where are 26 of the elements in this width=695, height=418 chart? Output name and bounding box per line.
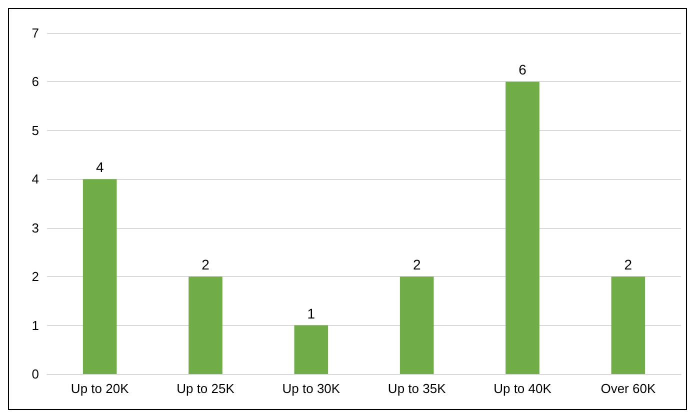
y-tick-label: 5 [32,122,39,138]
data-label: 1 [307,305,316,322]
data-label: 2 [624,256,632,273]
data-label: 6 [518,62,527,78]
x-tick-label: Over 60K [600,381,656,396]
y-tick-label: 3 [32,220,39,236]
data-label: 2 [202,256,210,273]
bar [82,179,117,374]
bar [400,276,434,374]
y-tick-label: 1 [32,318,39,333]
x-tick-label: Up to 40K [494,381,552,396]
data-label: 4 [96,159,104,176]
x-tick-label: Up to 25K [176,381,235,396]
y-tick-label: 0 [32,366,39,382]
y-tick-label: 7 [32,26,39,40]
bar [611,276,646,374]
y-tick-label: 6 [32,74,39,90]
bar [188,276,222,374]
bar [506,82,540,374]
bar [294,325,328,374]
x-tick-label: Up to 30K [282,381,340,396]
y-tick-label: 2 [32,269,39,284]
y-tick-label: 4 [32,172,39,187]
data-label: 2 [412,256,421,273]
x-tick-label: Up to 20K [70,381,130,396]
x-tick-label: Up to 35K [388,381,446,396]
